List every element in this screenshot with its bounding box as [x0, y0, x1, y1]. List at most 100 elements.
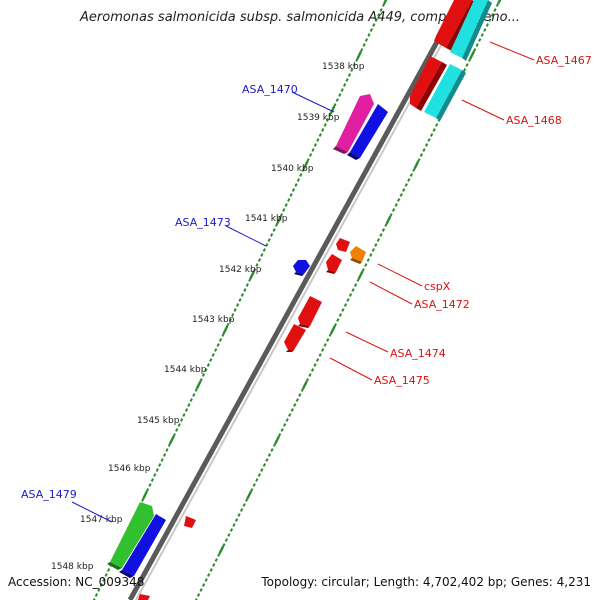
tick-mark	[267, 238, 271, 242]
tick-mark	[169, 435, 175, 445]
summary-text: Topology: circular; Length: 4,702,402 bp…	[261, 575, 591, 589]
tick-mark	[352, 63, 356, 67]
tick-mark	[366, 258, 370, 262]
tick-mark	[485, 23, 489, 27]
tick-mark	[354, 283, 358, 287]
tick-mark	[262, 463, 266, 467]
tick-mark	[270, 233, 274, 237]
gene-label-asa1467[interactable]: ASA_1467	[536, 54, 592, 67]
tick-mark	[238, 298, 242, 302]
scale-label: 1542 kbp	[219, 265, 262, 275]
tick-mark	[192, 393, 196, 397]
tick-mark	[346, 298, 350, 302]
tick-mark	[422, 148, 426, 152]
tick-mark	[280, 428, 284, 432]
tick-mark	[306, 158, 310, 162]
map-title: Aeromonas salmonicida subsp. salmonicida…	[80, 10, 520, 25]
tick-mark	[228, 318, 232, 322]
tick-mark	[287, 198, 291, 202]
tick-mark	[383, 0, 388, 5]
tick-mark	[326, 338, 330, 342]
tick-mark	[399, 193, 403, 197]
feature-asa1479-green[interactable]	[107, 502, 154, 570]
tick-mark	[360, 48, 364, 52]
tick-mark	[182, 413, 186, 417]
tick-mark	[371, 248, 375, 252]
scale-label: 1540 kbp	[271, 164, 314, 174]
tick-mark	[150, 478, 154, 482]
tick-mark	[424, 143, 429, 147]
feature-asa1472-red-a[interactable]	[336, 238, 350, 252]
feature-asa1467-cyan[interactable]	[450, 0, 492, 61]
feature-asa1475-red[interactable]	[284, 324, 306, 352]
tick-mark	[313, 143, 317, 147]
tick-mark	[240, 508, 244, 512]
scale-label: 1546 kbp	[108, 464, 151, 474]
gene-label-asa1472[interactable]: ASA_1472	[414, 298, 470, 311]
tick-mark	[435, 123, 439, 127]
gene-label-asa1470[interactable]: ASA_1470	[242, 83, 298, 96]
tick-mark	[167, 443, 171, 447]
gene-features	[107, 0, 492, 600]
scale-labels: 1538 kbp 1539 kbp 1540 kbp 1541 kbp 1542…	[51, 62, 365, 572]
feature-asa1470-blue[interactable]	[347, 104, 388, 160]
gene-label-asa1468[interactable]: ASA_1468	[506, 114, 562, 127]
tick-mark	[432, 128, 436, 132]
tick-mark	[473, 48, 477, 52]
tick-mark	[276, 215, 282, 225]
feature-red-bottom-stub[interactable]	[138, 594, 150, 600]
scale-label: 1548 kbp	[51, 562, 94, 572]
tick-mark	[374, 243, 378, 247]
feature-asa1479-blue[interactable]	[119, 514, 166, 578]
tick-mark	[313, 363, 317, 367]
tick-mark	[369, 28, 373, 32]
tick-mark	[202, 583, 206, 587]
tick-mark	[245, 498, 249, 502]
tick-mark	[309, 153, 313, 157]
tick-mark	[260, 468, 264, 472]
tick-mark	[196, 593, 201, 597]
tick-mark	[356, 278, 360, 282]
tick-mark	[226, 323, 230, 327]
gene-label-cspx[interactable]: cspX	[424, 280, 451, 293]
gene-label-asa1479[interactable]: ASA_1479	[21, 488, 77, 501]
tick-mark	[340, 88, 344, 92]
tick-mark	[214, 558, 218, 562]
tick-mark	[175, 428, 179, 432]
tick-mark	[372, 23, 376, 27]
feature-asa1468-cyan[interactable]	[424, 64, 466, 121]
tick-mark	[328, 113, 332, 117]
tick-mark	[296, 178, 300, 182]
tick-mark	[217, 553, 221, 557]
tick-mark	[194, 388, 198, 392]
gene-label-asa1474[interactable]: ASA_1474	[390, 347, 446, 360]
gene-label-asa1473[interactable]: ASA_1473	[175, 216, 231, 229]
tick-mark	[364, 263, 368, 267]
tick-ring-outer	[92, 0, 388, 600]
tick-mark	[231, 313, 235, 317]
gene-label-asa1475[interactable]: ASA_1475	[374, 374, 430, 387]
feature-cspx-orange[interactable]	[350, 246, 366, 264]
feature-asa1473-blue[interactable]	[293, 260, 310, 276]
tick-mark	[222, 543, 226, 547]
tick-mark	[376, 238, 380, 242]
tick-mark	[262, 248, 266, 252]
tick-mark	[153, 473, 157, 477]
feature-red-small-bottom[interactable]	[184, 516, 196, 528]
feature-asa1472-red-b[interactable]	[326, 254, 342, 274]
tick-mark	[92, 598, 96, 600]
feature-asa1468-red[interactable]	[410, 56, 447, 111]
feature-asa1474-red[interactable]	[298, 296, 322, 328]
tick-mark	[384, 223, 388, 227]
tick-mark	[180, 418, 184, 422]
feature-asa1470-magenta[interactable]	[333, 94, 374, 154]
tick-mark	[413, 160, 420, 170]
tick-mark	[257, 473, 261, 477]
tick-mark	[302, 380, 308, 390]
tick-mark	[336, 318, 340, 322]
scale-label: 1541 kbp	[245, 214, 288, 224]
tick-mark	[148, 483, 152, 487]
tick-mark	[242, 503, 246, 507]
tick-mark	[272, 443, 277, 447]
tick-mark	[104, 573, 108, 577]
